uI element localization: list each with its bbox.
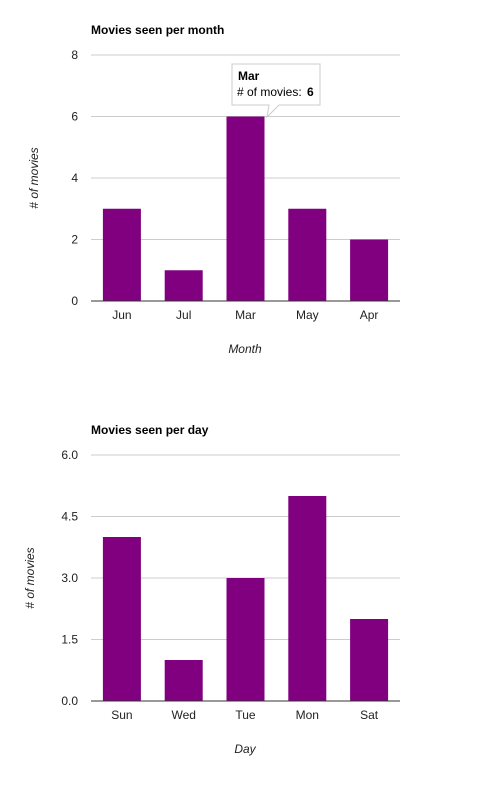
y-tick-label: 0.0 bbox=[61, 694, 78, 708]
y-tick-label: 6 bbox=[71, 110, 78, 124]
y-tick-label: 3.0 bbox=[61, 571, 78, 585]
x-tick-label: Mar bbox=[235, 308, 256, 322]
chart-svg: Movies seen per month 0 2 4 6 8 Jun Jul Mar May… bbox=[27, 23, 400, 356]
x-tick-label: May bbox=[296, 308, 319, 322]
x-tick-label: Jul bbox=[176, 308, 191, 322]
tooltip-box bbox=[231, 63, 321, 119]
bar-may[interactable] bbox=[288, 208, 327, 301]
tooltip-category: Mar bbox=[238, 69, 260, 83]
y-axis-title: # of movies bbox=[23, 547, 37, 608]
x-tick-label: Sat bbox=[360, 708, 379, 722]
y-tick-label: 2 bbox=[71, 233, 78, 247]
y-tick-label: 0 bbox=[71, 294, 78, 308]
chart-movies-per-month: Movies seen per month 0 2 4 6 8 Jun Jul Mar May… bbox=[27, 23, 400, 356]
bar-sat[interactable] bbox=[350, 619, 389, 701]
bar-wed[interactable] bbox=[164, 660, 203, 701]
x-tick-label: Mon bbox=[296, 708, 319, 722]
y-tick-label: 4 bbox=[71, 171, 78, 185]
bar-mar[interactable] bbox=[226, 116, 265, 302]
bar-apr[interactable] bbox=[350, 239, 389, 302]
bar-tue[interactable] bbox=[226, 578, 265, 701]
y-tick-label: 1.5 bbox=[61, 633, 78, 647]
x-tick-label: Tue bbox=[235, 708, 256, 722]
bar-jul[interactable] bbox=[164, 270, 203, 301]
bar-sun[interactable] bbox=[102, 537, 141, 701]
tooltip-value: 6 bbox=[307, 85, 314, 99]
tooltip-label: # of movies: bbox=[237, 85, 302, 99]
x-tick-label: Jun bbox=[112, 308, 131, 322]
x-tick-label: Wed bbox=[171, 708, 195, 722]
chart-title: Movies seen per month bbox=[91, 23, 224, 37]
x-axis-title: Month bbox=[228, 342, 262, 356]
y-tick-label: 4.5 bbox=[61, 510, 78, 524]
bar-jun[interactable] bbox=[102, 208, 141, 301]
tooltip: Mar # of movies: 6 bbox=[231, 63, 321, 119]
chart-svg: Movies seen per day 0.0 1.5 3.0 4.5 6.0 Sun W… bbox=[23, 423, 400, 756]
chart-movies-per-day: Movies seen per day 0.0 1.5 3.0 4.5 6.0 Sun W… bbox=[0, 400, 481, 800]
x-tick-label: Sun bbox=[111, 708, 132, 722]
bar-mon[interactable] bbox=[288, 496, 327, 701]
x-axis-title: Day bbox=[234, 742, 256, 756]
y-tick-label: 8 bbox=[71, 48, 78, 62]
y-tick-label: 6.0 bbox=[61, 448, 78, 462]
x-tick-label: Apr bbox=[360, 308, 379, 322]
chart-title: Movies seen per day bbox=[91, 423, 209, 437]
y-axis-title: # of movies bbox=[27, 147, 41, 208]
